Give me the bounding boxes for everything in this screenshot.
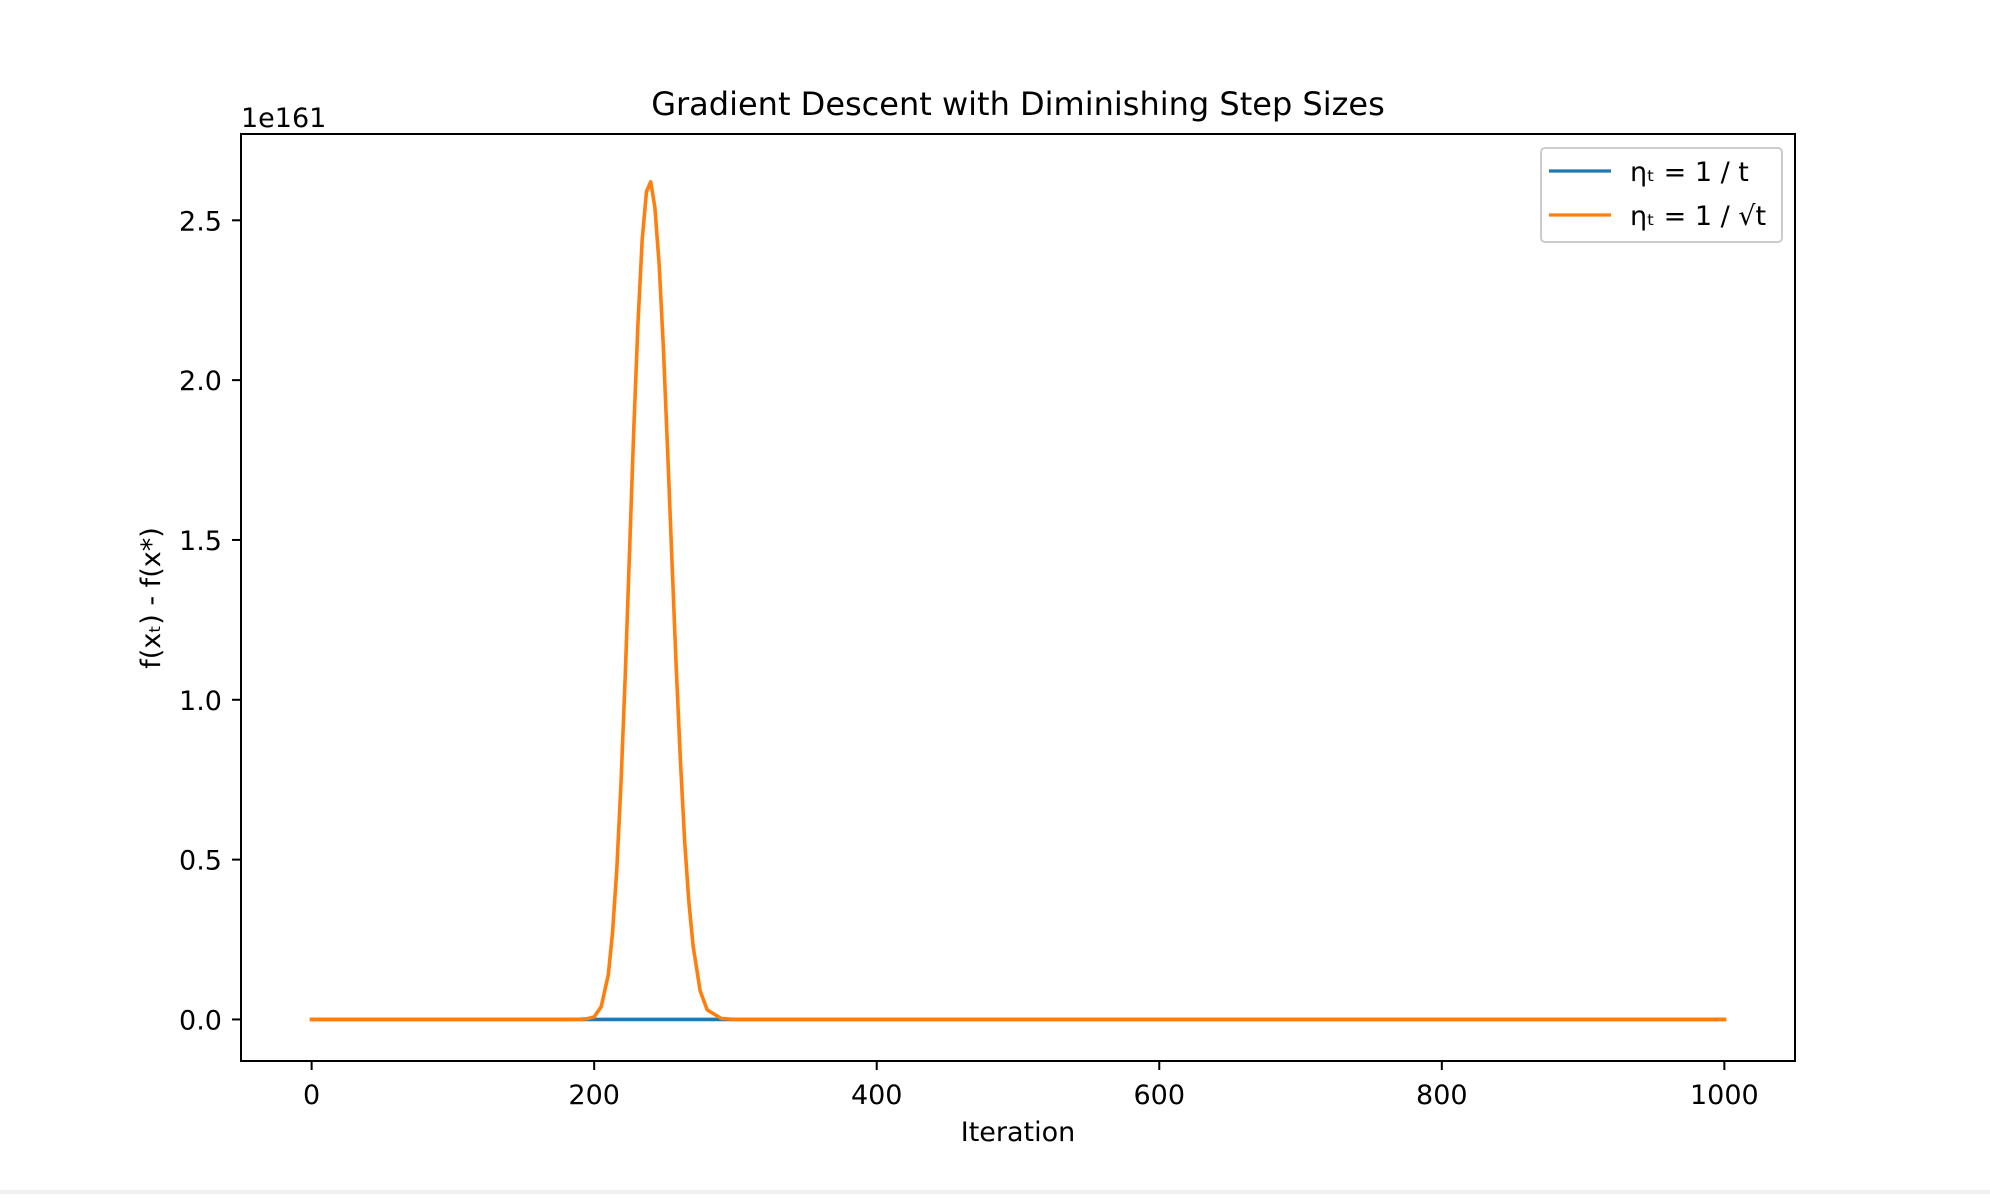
x-axis-label: Iteration (961, 1117, 1076, 1148)
plot-area-frame (240, 133, 1796, 1062)
y-axis-label: f(xₜ) - f(x*) (136, 527, 167, 668)
chart-title: Gradient Descent with Diminishing Step S… (651, 85, 1385, 123)
legend: ηₜ = 1 / t ηₜ = 1 / √t (1540, 147, 1783, 243)
y-tick-label: 0.5 (179, 846, 222, 877)
x-tick-label: 600 (1133, 1080, 1185, 1111)
y-tick-label: 2.0 (179, 366, 222, 397)
y-tick-label: 0.0 (179, 1005, 222, 1036)
x-tick-label: 1000 (1690, 1080, 1759, 1111)
x-tick-label: 0 (303, 1080, 320, 1111)
legend-label-series-2: ηₜ = 1 / √t (1630, 201, 1766, 232)
series-layer (309, 180, 1727, 1022)
y-axis-ticks: 0.0 0.5 1.0 1.5 2.0 2.5 (179, 206, 241, 1036)
figure-bottom-strip (0, 1190, 1990, 1194)
x-tick-label: 800 (1416, 1080, 1468, 1111)
y-tick-label: 2.5 (179, 206, 222, 237)
y-tick-label: 1.0 (179, 686, 222, 717)
x-tick-label: 400 (851, 1080, 903, 1111)
x-axis-ticks: 0 200 400 600 800 1000 (303, 1061, 1759, 1111)
y-tick-label: 1.5 (179, 526, 222, 557)
legend-label-series-1: ηₜ = 1 / t (1630, 157, 1749, 188)
series-line-2 (309, 180, 1727, 1022)
x-tick-label: 200 (568, 1080, 620, 1111)
y-offset-label: 1e161 (241, 103, 326, 134)
